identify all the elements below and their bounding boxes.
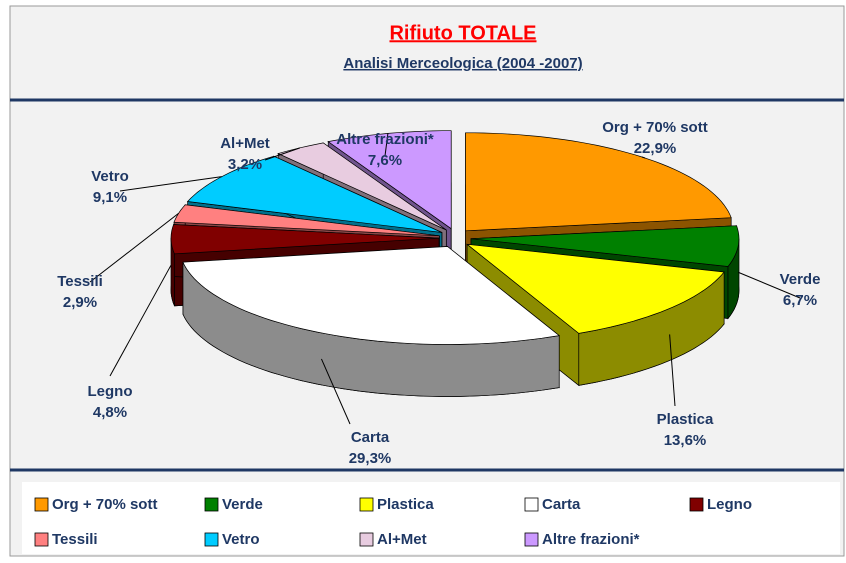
legend-label: Tessili [52,531,98,548]
slice-group [182,245,561,397]
slice-value-label: 13,6% [664,432,707,449]
leader-line [109,264,172,377]
slice-label: Altre frazioni* [336,131,434,148]
legend-label: Altre frazioni* [542,531,640,548]
legend-label: Verde [222,496,263,513]
slice-value-label: 22,9% [634,140,677,157]
slice [465,243,725,334]
legend-swatch [34,532,49,547]
slice-value-label: 2,9% [63,294,97,311]
slice [170,224,440,255]
chart-subtitle: Analisi Merceologica (2004 -2007) [343,55,582,72]
legend-swatch [359,532,374,547]
leader-line [669,334,676,407]
legend-label: Legno [707,496,752,513]
legend-label: Org + 70% sott [52,496,157,513]
slice-label: Tessili [57,273,103,290]
legend-swatch [524,532,539,547]
leader-line [384,133,389,157]
slice-value-label: 6,7% [783,292,817,309]
slice-label: Carta [351,429,390,446]
slice [327,130,452,230]
slice-label: Al+Met [220,135,270,152]
slice [277,142,447,231]
slice-label: Org + 70% sott [602,119,707,136]
leader-line [89,213,179,283]
legend-label: Al+Met [377,531,427,548]
legend-swatch [204,497,219,512]
legend: Org + 70% sott Verde Plastica Carta Legno Tes… [34,496,752,548]
slice [182,246,561,345]
pie [170,130,740,397]
leader-line [737,271,801,299]
legend-label: Carta [542,496,581,513]
legend-swatch [34,497,49,512]
leader-line [119,176,222,192]
legend-swatch [689,497,704,512]
labels: Org + 70% sott 22,9% Verde 6,7% Plastica 13,6… [57,119,820,467]
legend-box [22,482,840,554]
legend-label: Plastica [377,496,434,513]
slice [186,155,443,233]
slice-label: Verde [780,271,821,288]
leader-line [320,358,351,425]
slice-value-label: 9,1% [93,189,127,206]
slice [470,225,740,267]
legend-swatch [204,532,219,547]
slice-label: Legno [88,383,133,400]
legend-swatch [359,497,374,512]
slice-label: Plastica [657,411,714,428]
chart-title: Rifiuto TOTALE [389,22,536,44]
slice-value-label: 29,3% [349,450,392,467]
slice-value-label: 3,2% [228,156,262,173]
leader-line [641,156,646,159]
slice-label: Vetro [91,168,129,185]
leader-line [264,147,301,161]
legend-label: Vetro [222,531,260,548]
slice-value-label: 4,8% [93,404,127,421]
legend-swatch [524,497,539,512]
slice-value-label: 7,6% [368,152,402,169]
